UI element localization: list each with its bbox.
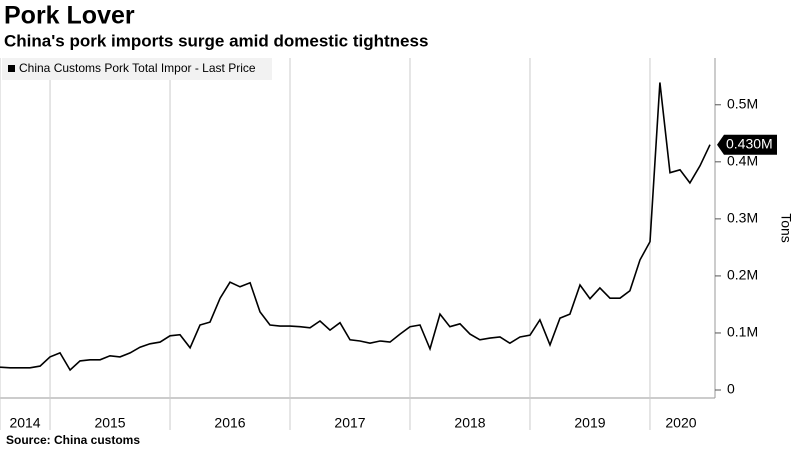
chart-subtitle: China's pork imports surge amid domestic… [4,31,428,50]
x-tick-label: 2018 [454,415,485,431]
y-tick-label: 0.2M [727,267,758,283]
line [0,82,711,372]
x-tick-label: 2016 [214,415,245,431]
legend-box [2,58,272,80]
x-tick-label: 2020 [665,415,696,431]
y-tick-label: 0.4M [727,153,758,169]
chart-title: Pork Lover [4,2,135,30]
legend-label: China Customs Pork Total Impor - Last Pr… [19,61,256,75]
y-axis-label: Tons [778,213,794,243]
last-price-label: 0.430M [726,135,773,151]
y-tick-label: 0.1M [727,324,758,340]
last-price-tag [717,134,777,155]
x-tick-label: 2019 [574,415,605,431]
y-tick-label: 0.3M [727,210,758,226]
y-tick-label: 0 [727,381,735,397]
source: Source: China customs [6,433,140,447]
legend-swatch [8,65,15,72]
x-tick-label: 2015 [94,415,125,431]
y-tick-label: 0.5M [727,95,758,111]
x-tick-label: 2017 [334,415,365,431]
x-tick-label: 2014 [9,415,40,431]
